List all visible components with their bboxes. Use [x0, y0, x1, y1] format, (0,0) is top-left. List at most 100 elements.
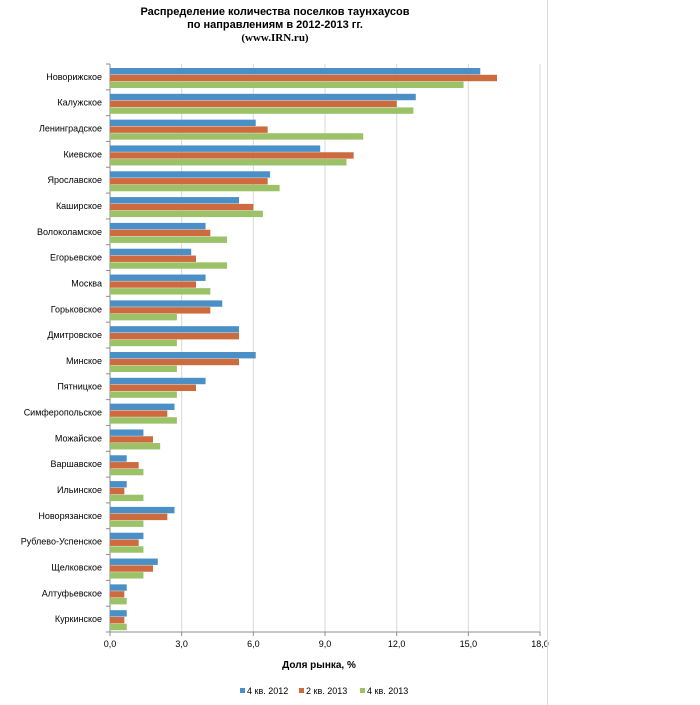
bar: [110, 623, 127, 631]
bar: [110, 462, 139, 469]
category-label: Рублево-Успенское: [21, 537, 102, 547]
bar: [110, 262, 228, 269]
category-label: Ильинское: [57, 485, 102, 495]
bar: [110, 391, 177, 398]
bar: [110, 468, 144, 476]
category-label: Киевское: [63, 149, 102, 159]
bar: [110, 74, 497, 82]
bar: [110, 506, 175, 514]
legend-swatch: [299, 688, 304, 693]
category-label: Егорьевское: [50, 253, 102, 263]
bar: [110, 133, 364, 140]
bar: [110, 539, 139, 546]
chart-title-line2: по направлениям в 2012-2013 гг.: [187, 19, 363, 31]
legend-label: 2 кв. 2013: [306, 686, 347, 696]
bar: [110, 339, 177, 347]
category-label: Новорижское: [46, 72, 102, 82]
bar: [110, 546, 144, 553]
x-tick-label: 12,0: [388, 639, 406, 649]
bar: [110, 274, 206, 281]
category-label: Можайское: [55, 433, 102, 443]
bar: [110, 520, 144, 527]
bar: [110, 481, 127, 488]
bar: [110, 203, 254, 211]
x-tick-label: 0,0: [104, 639, 117, 649]
bar: [110, 384, 196, 392]
bar: [110, 565, 153, 572]
bar: [110, 68, 481, 75]
bar: [110, 119, 256, 127]
bar: [110, 307, 211, 314]
bar: [110, 100, 397, 108]
bar: [110, 558, 158, 565]
bar: [110, 126, 268, 133]
bar: [110, 436, 153, 443]
legend-swatch: [240, 688, 245, 693]
category-label: Горьковское: [51, 304, 102, 314]
bar: [110, 152, 354, 159]
chart-source: (www.IRN.ru): [241, 32, 309, 44]
bar: [110, 145, 321, 152]
category-label: Волоколамское: [37, 227, 102, 237]
legend-label: 4 кв. 2013: [367, 686, 408, 696]
bar: [110, 494, 144, 502]
bar: [110, 532, 144, 540]
bar: [110, 281, 196, 288]
bar: [110, 288, 211, 295]
category-label: Минское: [66, 356, 102, 366]
bar: [110, 326, 239, 333]
bar: [110, 332, 239, 340]
category-label: Варшавское: [51, 459, 102, 469]
category-label: Каширское: [56, 201, 102, 211]
x-axis-label: Доля рынка, %: [282, 660, 356, 671]
x-tick-label: 15,0: [460, 639, 478, 649]
bar: [110, 443, 161, 450]
bar: [110, 236, 228, 243]
bar: [110, 222, 206, 230]
x-tick-label: 6,0: [247, 639, 260, 649]
bar: [110, 229, 211, 237]
category-label: Москва: [71, 278, 102, 288]
bar: [110, 610, 127, 617]
category-label: Симферопольское: [24, 408, 102, 418]
category-label: Пятницкое: [57, 382, 102, 392]
bar: [110, 365, 177, 372]
x-tick-label: 18,0: [531, 639, 549, 649]
bar: [110, 358, 239, 366]
bar: [110, 417, 177, 424]
bar: [110, 455, 127, 462]
bar: [110, 410, 168, 417]
bar: [110, 597, 127, 605]
bar: [110, 513, 168, 521]
legend-label: 4 кв. 2012: [247, 686, 288, 696]
bar: [110, 591, 125, 598]
bar: [110, 584, 127, 591]
category-label: Дмитровское: [47, 330, 102, 340]
legend-swatch: [360, 688, 365, 693]
bar: [110, 377, 206, 385]
category-label: Алтуфьевское: [42, 588, 102, 598]
category-label: Куркинское: [55, 614, 102, 624]
bar: [110, 616, 125, 624]
category-label: Ленинградское: [39, 124, 102, 134]
bar: [110, 159, 347, 166]
category-label: Калужское: [57, 98, 102, 108]
bar: [110, 300, 223, 307]
bar: [110, 403, 175, 411]
bar: [110, 248, 192, 256]
bar: [110, 572, 144, 579]
bar: [110, 352, 256, 359]
bar: [110, 210, 263, 218]
category-label: Новорязанское: [38, 511, 102, 521]
bar: [110, 197, 239, 204]
category-label: Щелковское: [51, 562, 102, 572]
chart-title-line1: Распределение количества поселков таунха…: [140, 6, 410, 18]
bar: [110, 81, 464, 88]
x-tick-label: 9,0: [319, 639, 332, 649]
bar: [110, 171, 271, 178]
category-label: Ярославское: [48, 175, 103, 185]
bar: [110, 178, 268, 185]
x-tick-label: 3,0: [175, 639, 188, 649]
bar: [110, 93, 416, 101]
